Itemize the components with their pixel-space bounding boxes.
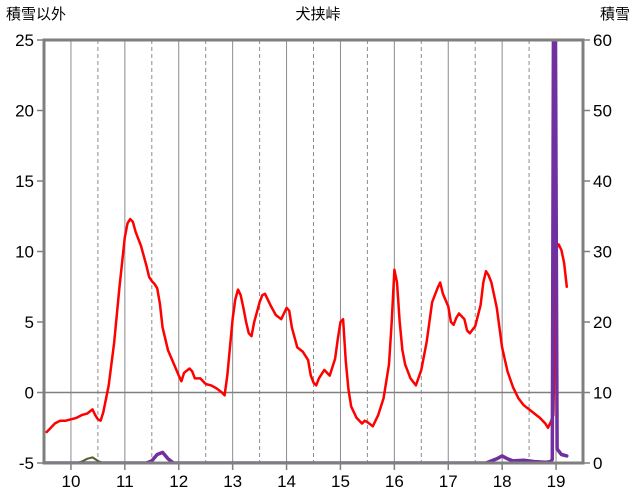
left-tick-label: 0 — [25, 384, 34, 403]
red-line — [45, 217, 569, 434]
x-tick-label: 11 — [116, 472, 134, 491]
right-axis-title: 積雪 — [599, 6, 630, 23]
left-tick-label: 25 — [15, 31, 34, 50]
right-tick-label: 10 — [593, 384, 612, 403]
plot-frame — [42, 38, 585, 465]
x-tick-label: 18 — [493, 472, 512, 491]
left-axis-title: 積雪以外 — [6, 6, 67, 23]
x-tick-label: 17 — [439, 472, 458, 491]
left-tick-label: 5 — [25, 313, 34, 332]
right-tick-label: 60 — [593, 31, 612, 50]
chart-title: 犬挟峠 — [295, 6, 341, 23]
right-tick-label: 40 — [593, 172, 612, 191]
left-tick-label: 20 — [15, 102, 34, 121]
left-tick-label: -5 — [19, 454, 34, 473]
x-tick-label: 14 — [277, 472, 296, 491]
right-tick-label: 20 — [593, 313, 612, 332]
left-tick-label: 15 — [15, 172, 34, 191]
right-tick-label: 0 — [593, 454, 602, 473]
right-tick-label: 50 — [593, 102, 612, 121]
x-tick-label: 16 — [385, 472, 404, 491]
x-tick-label: 15 — [331, 472, 350, 491]
x-tick-label: 19 — [547, 472, 566, 491]
x-tick-label: 10 — [61, 472, 80, 491]
right-tick-label: 30 — [593, 243, 612, 262]
x-tick-label: 13 — [223, 472, 242, 491]
left-tick-label: 10 — [15, 243, 34, 262]
purple-line — [44, 40, 569, 463]
x-tick-label: 12 — [169, 472, 188, 491]
